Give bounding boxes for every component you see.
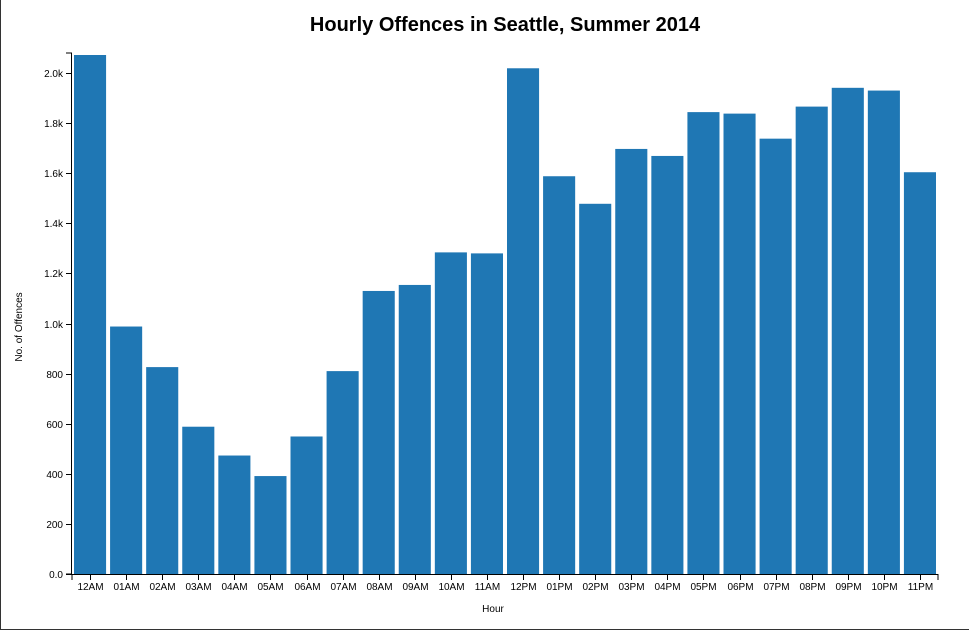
bar-03pm xyxy=(615,148,648,574)
y-tick-label: 1.4k xyxy=(44,219,64,230)
bar-07pm xyxy=(759,138,792,574)
bar-11pm xyxy=(903,172,936,574)
y-tick-label: 600 xyxy=(46,420,63,431)
x-tick-label: 09AM xyxy=(402,582,428,593)
bar-08am xyxy=(362,290,395,574)
x-tick-label: 02AM xyxy=(149,582,175,593)
x-tick-label: 03AM xyxy=(185,582,211,593)
y-axis-line xyxy=(66,52,72,575)
y-tick-label: 2.0k xyxy=(44,69,64,80)
y-tick-label: 1.8k xyxy=(44,119,64,130)
x-tick-label: 03PM xyxy=(618,582,644,593)
bar-12am xyxy=(74,55,107,574)
bar-02am xyxy=(146,367,179,574)
x-tick-label: 08PM xyxy=(799,582,825,593)
bar-06am xyxy=(290,436,323,574)
x-tick-label: 06PM xyxy=(727,582,753,593)
bar-06pm xyxy=(723,113,756,575)
x-tick-label: 04PM xyxy=(654,582,680,593)
y-tick-label: 1.6k xyxy=(44,169,64,180)
x-tick-label: 07PM xyxy=(763,582,789,593)
bar-03am xyxy=(182,426,215,574)
bar-09am xyxy=(398,284,431,574)
x-tick-label: 07AM xyxy=(330,582,356,593)
x-tick-label: 01AM xyxy=(113,582,139,593)
x-tick-label: 10AM xyxy=(438,582,464,593)
bar-04pm xyxy=(651,155,684,574)
y-tick-label: 200 xyxy=(46,520,63,531)
x-tick-label: 12PM xyxy=(510,582,536,593)
bars-group xyxy=(74,55,936,575)
x-tick-label: 02PM xyxy=(582,582,608,593)
bar-05am xyxy=(254,476,287,574)
y-tick-label: 1.2k xyxy=(44,269,64,280)
bar-05pm xyxy=(687,112,720,574)
x-tick-label: 10PM xyxy=(871,582,897,593)
bar-10pm xyxy=(867,90,900,574)
y-tick-label: 800 xyxy=(46,370,63,381)
x-tick-label: 01PM xyxy=(546,582,572,593)
x-tick-label: 11PM xyxy=(908,582,933,593)
y-tick-label: 400 xyxy=(46,470,63,481)
bar-02pm xyxy=(579,203,612,574)
y-axis: 0.0 200 400 600 800 1.0k 1.2k 1.4k 1.6k 1.8k 2.0k xyxy=(44,52,72,581)
x-tick-label: 04AM xyxy=(221,582,247,593)
x-tick-label: 12AM xyxy=(77,582,103,593)
bar-08pm xyxy=(795,106,828,575)
bar-01pm xyxy=(543,176,576,574)
y-tick-label: 0.0 xyxy=(49,570,63,581)
x-tick-label: 05AM xyxy=(257,582,283,593)
bar-07am xyxy=(326,371,359,574)
x-tick-label: 08AM xyxy=(366,582,392,593)
x-axis-line xyxy=(71,574,939,580)
x-tick-label: 05PM xyxy=(690,582,716,593)
bar-04am xyxy=(218,455,251,574)
bar-01am xyxy=(110,326,143,574)
x-axis: 12AM 01AM 02AM 03AM 04AM 05AM 06AM 07AM 08AM 09AM… xyxy=(71,574,939,593)
bar-11am xyxy=(470,253,503,574)
chart-title: Hourly Offences in Seattle, Summer 2014 xyxy=(309,14,701,36)
x-axis-label: Hour xyxy=(482,604,504,615)
x-tick-label: 06AM xyxy=(294,582,320,593)
y-axis-label: No. of Offences xyxy=(14,292,25,361)
x-tick-label: 11AM xyxy=(475,582,500,593)
x-tick-label: 09PM xyxy=(835,582,861,593)
bar-09pm xyxy=(831,87,864,574)
y-tick-label: 1.0k xyxy=(44,320,64,331)
bar-10am xyxy=(434,252,467,574)
bar-12pm xyxy=(507,68,540,574)
